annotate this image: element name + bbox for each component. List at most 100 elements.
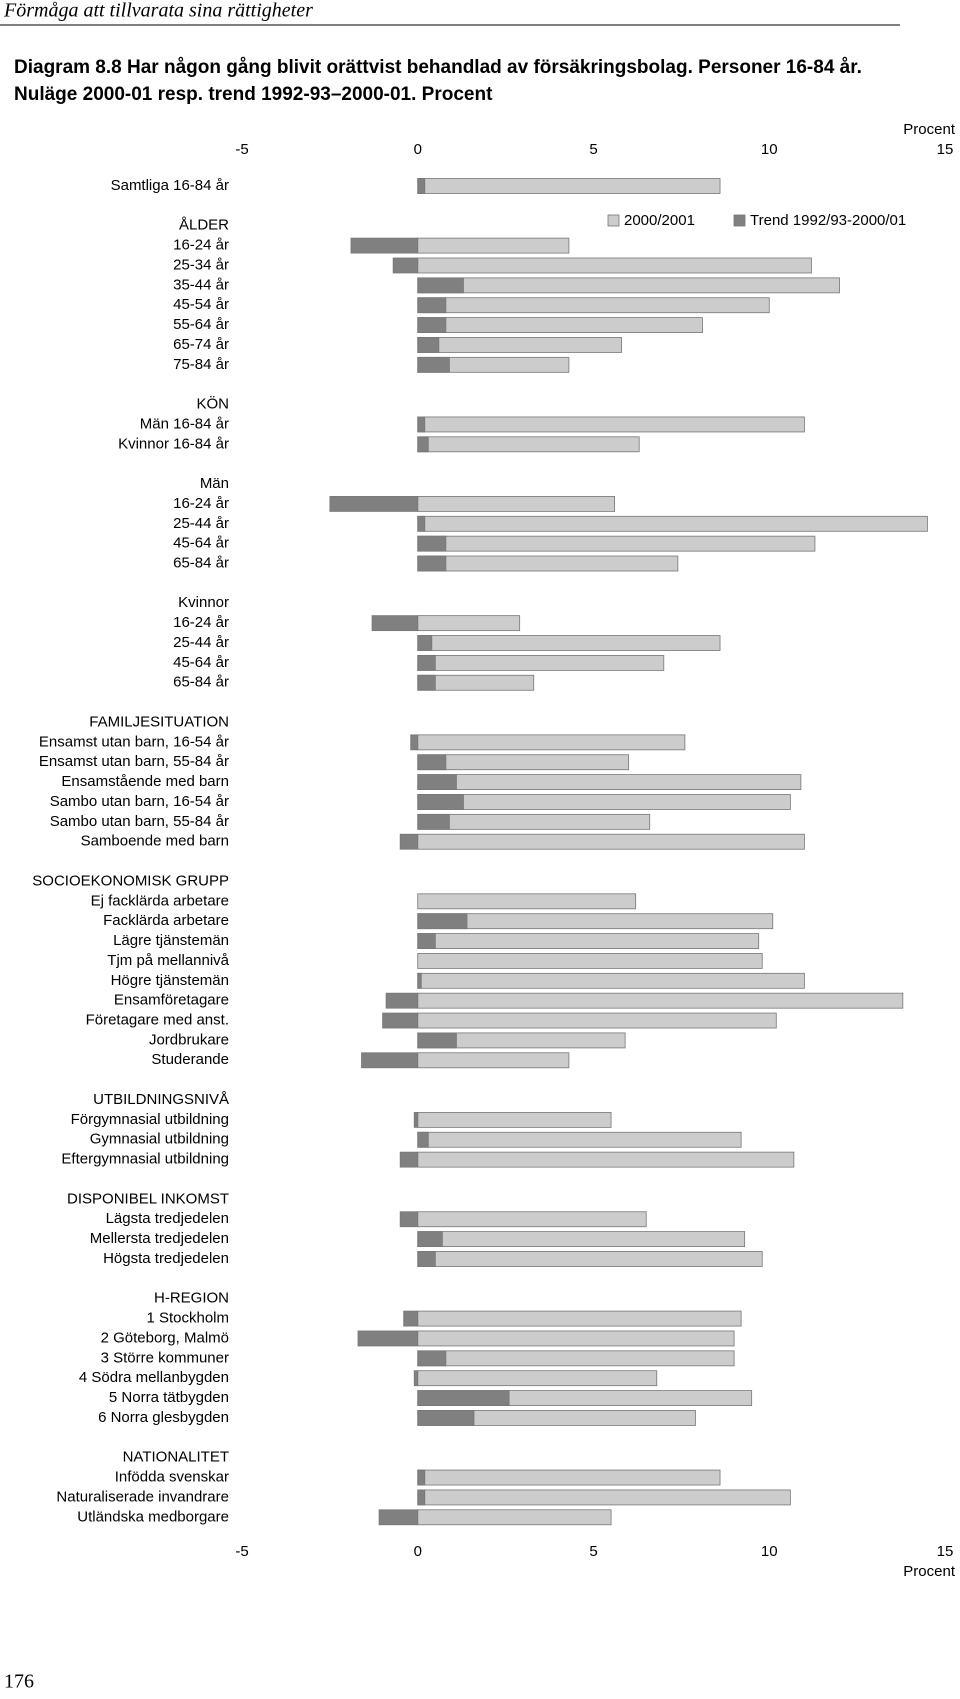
category-label: 3 Större kommuner [101,1349,229,1366]
category-label: 16-24 år [173,495,229,512]
bar [417,277,840,294]
legend-label: Trend 1992/93-2000/01 [750,212,906,229]
category-label: Högsta tredjedelen [103,1250,229,1267]
category-label: 2 Göteborg, Malmö [101,1329,229,1346]
bar [413,1370,419,1387]
category-label: Lägsta tredjedelen [106,1210,229,1227]
category-label: Sambo utan barn, 55-84 år [50,813,229,830]
x-tick-label: 5 [589,1543,597,1560]
bar [417,1231,443,1248]
bar [385,992,419,1009]
bar [417,754,630,771]
category-label: Samtliga 16-84 år [111,177,229,194]
category-label: 6 Norra glesbygden [98,1409,229,1426]
bar [417,1251,436,1267]
category-label: KÖN [196,395,229,413]
category-label: 1 Stockholm [146,1310,229,1327]
bar [417,953,763,969]
running-title: Förmåga att tillvarata sina rättigheter [3,0,313,22]
x-tick-label: 15 [937,141,954,158]
bar [417,178,721,194]
category-label: Lägre tjänstemän [113,932,229,949]
bar [417,654,665,671]
category-label: 45-64 år [173,535,229,552]
bar [417,1350,735,1367]
bar [417,1211,647,1228]
bar [417,972,805,989]
category-label: Kvinnor [178,594,229,611]
category-label: 45-54 år [173,296,229,313]
bar [410,734,419,751]
x-tick-label: 0 [414,141,422,158]
category-label: Mellersta tredjedelen [90,1230,229,1247]
bar [417,1370,658,1387]
bar [417,436,640,453]
bar [417,933,760,949]
category-label: FAMILJESITUATION [89,713,229,730]
x-tick-label: 0 [414,1543,422,1560]
bar [361,1052,419,1069]
bar [417,1131,742,1148]
bar [417,1131,429,1148]
bar [417,356,450,373]
bar [417,277,464,294]
category-label: H-REGION [154,1290,229,1307]
bar [417,913,774,930]
bar [417,1151,795,1168]
bar [417,1251,763,1267]
bar [417,515,928,532]
category-label: Naturaliserade invandrare [56,1488,229,1505]
bar [417,1410,475,1426]
bar [357,1330,419,1347]
bar [417,913,468,930]
bar [417,635,433,651]
bar [417,813,651,830]
category-label: DISPONIBEL INKOMST [67,1190,229,1207]
category-label: Gymnasial utbildning [90,1131,229,1148]
category-label: Ensamst utan barn, 16-54 år [39,733,229,750]
x-axis-label: Procent [903,121,956,138]
bar [417,992,904,1009]
x-axis-label: Procent [903,1563,956,1580]
category-label: Högre tjänstemän [111,972,229,989]
category-label: 45-64 år [173,654,229,671]
category-label: NATIONALITET [123,1449,229,1466]
bar [417,674,436,691]
bar [417,1052,570,1069]
bar [399,1151,419,1168]
bar [399,833,419,850]
bar [417,1111,612,1128]
bar [417,1310,742,1327]
legend-swatch [607,214,620,227]
bar [417,337,623,353]
bar [417,535,447,552]
category-label: 65-84 år [173,674,229,691]
bar [417,1469,721,1486]
bar [417,1489,426,1506]
category-label: 75-84 år [173,356,229,373]
bar [417,337,440,353]
chart-title: Diagram 8.8 Har någon gång blivit orättv… [14,57,862,105]
category-label: Infödda svenskar [115,1469,229,1486]
x-tick-label: -5 [235,1543,248,1560]
category-label: Ensamföretagare [114,992,229,1009]
bar [417,1231,746,1248]
bar [417,833,805,850]
category-label: SOCIOEKONOMISK GRUPP [32,872,229,889]
x-tick-label: 10 [761,141,778,158]
bar [417,794,464,810]
bar [417,436,429,453]
category-label: Förgymnasial utbildning [71,1111,229,1128]
bar [371,615,419,632]
bar [417,515,426,532]
category-label: Ensamst utan barn, 55-84 år [39,753,229,770]
category-label: Män [200,475,229,492]
bar [329,496,419,512]
bar [417,1469,426,1486]
category-label: ÅLDER [179,217,229,234]
bar [417,257,812,274]
bar [417,496,615,512]
bar [417,535,816,552]
category-label: 35-44 år [173,276,229,293]
